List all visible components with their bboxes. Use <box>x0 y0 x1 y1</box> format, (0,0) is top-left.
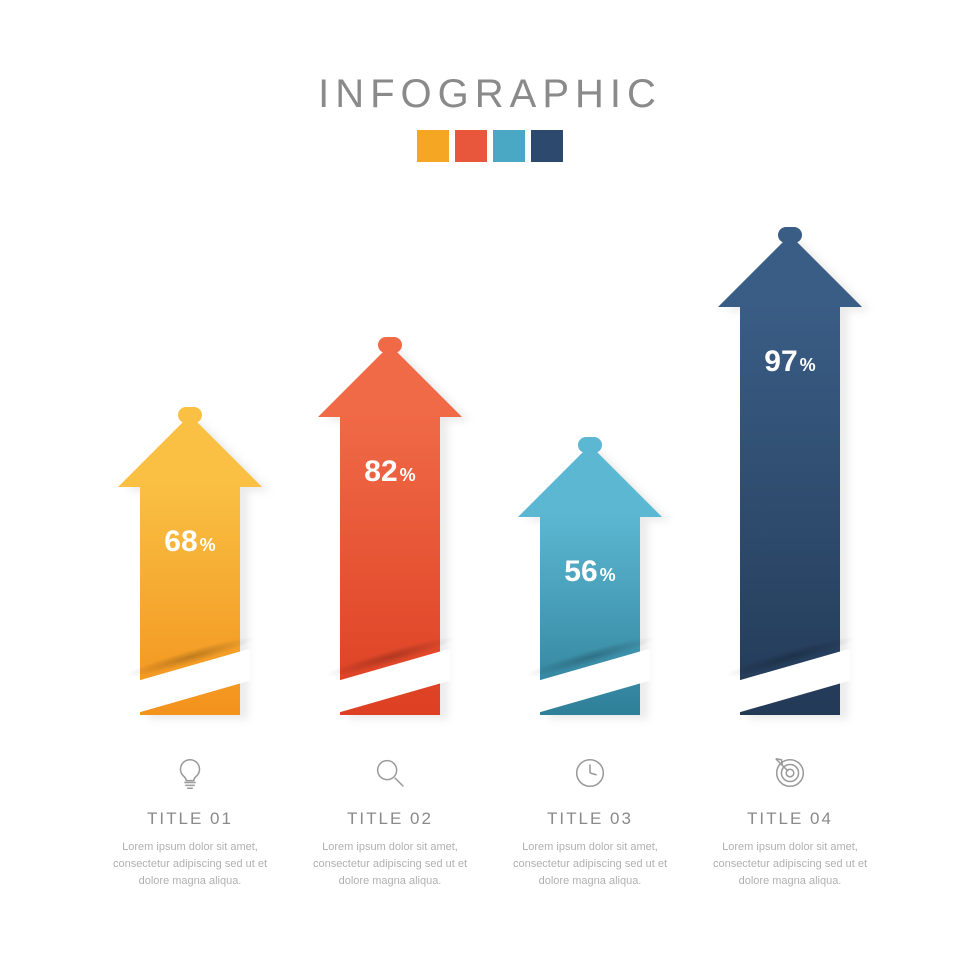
arrow-column-2: 82% <box>340 345 440 715</box>
legend-swatch-4 <box>531 130 563 162</box>
label-column-2: TITLE 02 Lorem ipsum dolor sit amet, cons… <box>310 754 470 890</box>
arrow-column-3: 56% <box>540 445 640 715</box>
infographic-canvas: INFOGRAPHIC 68% 82% 56% 97% TITLE 01 Lorem i… <box>0 0 980 980</box>
label-column-4: TITLE 04 Lorem ipsum dolor sit amet, cons… <box>710 754 870 890</box>
label-title: TITLE 04 <box>710 809 870 829</box>
main-title: INFOGRAPHIC <box>0 72 980 117</box>
label-row: TITLE 01 Lorem ipsum dolor sit amet, cons… <box>0 754 980 890</box>
arrow-percent: 97% <box>740 345 840 379</box>
label-description: Lorem ipsum dolor sit amet, consectetur … <box>110 839 270 890</box>
label-description: Lorem ipsum dolor sit amet, consectetur … <box>710 839 870 890</box>
label-title: TITLE 03 <box>510 809 670 829</box>
legend-swatch-3 <box>493 130 525 162</box>
clock-icon <box>510 754 670 809</box>
arrow-percent: 56% <box>540 555 640 589</box>
arrow-base-slit <box>130 683 250 715</box>
color-legend <box>0 130 980 162</box>
arrow-base-slit <box>330 683 450 715</box>
arrow-percent: 68% <box>140 525 240 559</box>
label-title: TITLE 02 <box>310 809 470 829</box>
label-title: TITLE 01 <box>110 809 270 829</box>
target-icon <box>710 754 870 809</box>
label-column-1: TITLE 01 Lorem ipsum dolor sit amet, cons… <box>110 754 270 890</box>
arrow-percent: 82% <box>340 455 440 489</box>
lightbulb-icon <box>110 754 270 809</box>
legend-swatch-1 <box>417 130 449 162</box>
label-description: Lorem ipsum dolor sit amet, consectetur … <box>510 839 670 890</box>
legend-swatch-2 <box>455 130 487 162</box>
arrow-column-1: 68% <box>140 415 240 715</box>
arrow-row: 68% 82% 56% 97% <box>0 225 980 715</box>
arrow-column-4: 97% <box>740 235 840 715</box>
label-description: Lorem ipsum dolor sit amet, consectetur … <box>310 839 470 890</box>
magnifier-icon <box>310 754 470 809</box>
arrow-base-slit <box>530 683 650 715</box>
label-column-3: TITLE 03 Lorem ipsum dolor sit amet, cons… <box>510 754 670 890</box>
arrow-base-slit <box>730 683 850 715</box>
